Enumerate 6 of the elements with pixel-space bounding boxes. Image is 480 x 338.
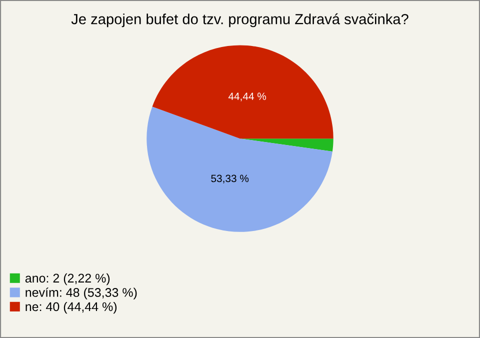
legend-label: ano: 2 (2,22 %)	[25, 273, 110, 286]
chart-title: Je zapojen bufet do tzv. programu Zdravá svačinka?	[71, 13, 408, 28]
legend-label: nevím: 48 (53,33 %)	[26, 288, 137, 300]
data-label: 44,44 %	[228, 92, 266, 102]
data-label: 53,33 %	[211, 174, 249, 184]
legend-label: ne: 40 (44,44 %)	[26, 302, 117, 314]
